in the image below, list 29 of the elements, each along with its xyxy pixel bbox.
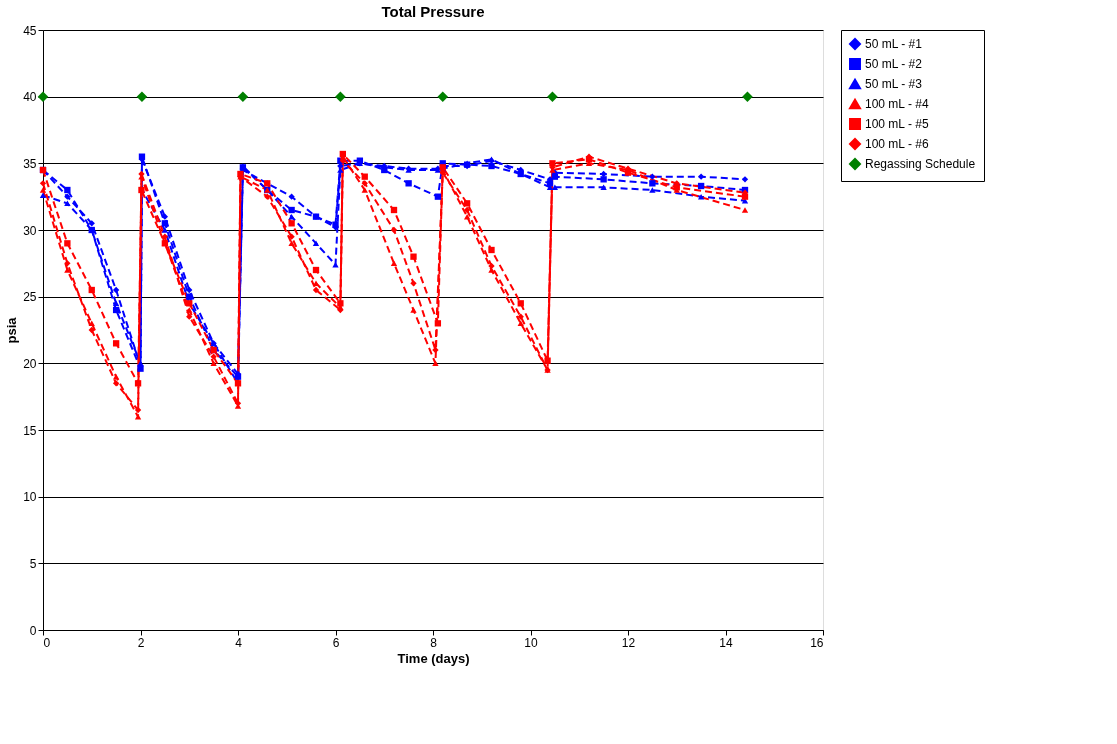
x-tick-label: 10 xyxy=(524,635,538,650)
y-tick-label: 0 xyxy=(29,623,37,638)
x-tick-label: 4 xyxy=(235,635,243,650)
y-tick-label: 30 xyxy=(23,223,37,238)
x-tick-label: 14 xyxy=(719,635,733,650)
x-tick-label: 12 xyxy=(621,635,636,650)
legend-label: 50 mL - #1 xyxy=(865,37,923,51)
y-tick-label: 40 xyxy=(23,90,37,105)
y-tick-label: 10 xyxy=(23,490,37,505)
legend-label: Regassing Schedule xyxy=(865,157,976,171)
x-tick-label: 2 xyxy=(137,635,145,650)
y-axis-title: psia xyxy=(4,316,20,344)
y-tick-label: 35 xyxy=(23,156,37,171)
x-tick-label: 6 xyxy=(332,635,340,650)
legend-label: 100 mL - #6 xyxy=(865,137,929,151)
x-tick-label: 0 xyxy=(43,635,51,650)
y-tick-label: 45 xyxy=(23,23,37,38)
y-tick-label: 5 xyxy=(29,556,37,571)
y-tick-label: 15 xyxy=(23,423,37,438)
x-axis-title: Time (days) xyxy=(397,650,470,666)
chart-title: Total Pressure xyxy=(381,3,485,20)
y-tick-label: 25 xyxy=(23,290,37,305)
legend-label: 100 mL - #5 xyxy=(865,117,929,131)
legend-label: 50 mL - #3 xyxy=(865,77,923,91)
legend-label: 100 mL - #4 xyxy=(865,97,929,111)
x-tick-label: 8 xyxy=(430,635,438,650)
legend-label: 50 mL - #2 xyxy=(865,57,923,71)
y-tick-label: 20 xyxy=(23,356,37,371)
x-tick-label: 16 xyxy=(810,635,824,650)
